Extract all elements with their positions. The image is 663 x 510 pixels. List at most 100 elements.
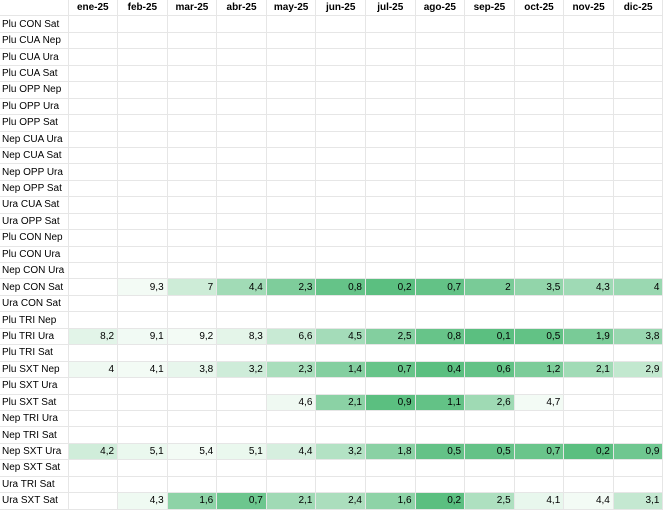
value-cell[interactable]: [167, 229, 218, 247]
value-cell[interactable]: [117, 377, 168, 395]
value-cell[interactable]: [117, 98, 168, 116]
value-cell[interactable]: [266, 32, 317, 50]
value-cell[interactable]: [216, 311, 267, 329]
value-cell[interactable]: [613, 65, 663, 83]
value-cell[interactable]: 3,8: [613, 328, 663, 346]
value-cell[interactable]: 2,3: [266, 361, 317, 379]
value-cell[interactable]: [216, 163, 267, 181]
row-label-cell[interactable]: Plu CUA Ura: [0, 48, 69, 66]
value-cell[interactable]: [315, 213, 366, 231]
value-cell[interactable]: [464, 32, 515, 50]
value-cell[interactable]: 0,2: [563, 443, 614, 461]
value-cell[interactable]: [266, 344, 317, 362]
value-cell[interactable]: [613, 476, 663, 494]
value-cell[interactable]: [415, 48, 466, 66]
value-cell[interactable]: 1,2: [514, 361, 565, 379]
value-cell[interactable]: [464, 410, 515, 428]
value-cell[interactable]: [415, 410, 466, 428]
value-cell[interactable]: [365, 295, 416, 313]
value-cell[interactable]: [167, 459, 218, 477]
value-cell[interactable]: [68, 32, 119, 50]
value-cell[interactable]: [464, 213, 515, 231]
value-cell[interactable]: [464, 147, 515, 165]
row-label-cell[interactable]: Nep OPP Ura: [0, 163, 69, 181]
value-cell[interactable]: [613, 98, 663, 116]
value-cell[interactable]: [464, 81, 515, 99]
value-cell[interactable]: [464, 295, 515, 313]
value-cell[interactable]: [464, 262, 515, 280]
value-cell[interactable]: [117, 81, 168, 99]
value-cell[interactable]: [613, 459, 663, 477]
value-cell[interactable]: [167, 213, 218, 231]
value-cell[interactable]: 0,7: [216, 492, 267, 510]
value-cell[interactable]: [613, 229, 663, 247]
value-cell[interactable]: [464, 196, 515, 214]
value-cell[interactable]: 2,4: [315, 492, 366, 510]
row-label-cell[interactable]: Ura OPP Sat: [0, 213, 69, 231]
value-cell[interactable]: [613, 426, 663, 444]
value-cell[interactable]: [216, 32, 267, 50]
value-cell[interactable]: [415, 147, 466, 165]
value-cell[interactable]: 4: [613, 278, 663, 296]
value-cell[interactable]: 4,1: [117, 361, 168, 379]
value-cell[interactable]: [415, 295, 466, 313]
value-cell[interactable]: [117, 311, 168, 329]
value-cell[interactable]: [315, 311, 366, 329]
value-cell[interactable]: [365, 196, 416, 214]
value-cell[interactable]: [514, 213, 565, 231]
value-cell[interactable]: [563, 180, 614, 198]
value-cell[interactable]: [266, 476, 317, 494]
row-label-cell[interactable]: Plu CON Ura: [0, 246, 69, 264]
value-cell[interactable]: [117, 262, 168, 280]
value-cell[interactable]: [315, 426, 366, 444]
value-cell[interactable]: [613, 311, 663, 329]
value-cell[interactable]: [415, 459, 466, 477]
value-cell[interactable]: [216, 229, 267, 247]
value-cell[interactable]: [563, 476, 614, 494]
value-cell[interactable]: [315, 163, 366, 181]
value-cell[interactable]: [613, 147, 663, 165]
value-cell[interactable]: [68, 213, 119, 231]
value-cell[interactable]: 0,2: [415, 492, 466, 510]
value-cell[interactable]: [216, 344, 267, 362]
value-cell[interactable]: [117, 180, 168, 198]
value-cell[interactable]: [315, 459, 366, 477]
value-cell[interactable]: 7: [167, 278, 218, 296]
corner-cell[interactable]: [0, 0, 69, 17]
value-cell[interactable]: [315, 229, 366, 247]
value-cell[interactable]: [68, 278, 119, 296]
value-cell[interactable]: 1,6: [167, 492, 218, 510]
value-cell[interactable]: 8,3: [216, 328, 267, 346]
value-cell[interactable]: [68, 344, 119, 362]
value-cell[interactable]: [68, 180, 119, 198]
value-cell[interactable]: [266, 196, 317, 214]
value-cell[interactable]: [563, 196, 614, 214]
value-cell[interactable]: [563, 377, 614, 395]
value-cell[interactable]: [167, 180, 218, 198]
value-cell[interactable]: [514, 48, 565, 66]
value-cell[interactable]: [167, 48, 218, 66]
value-cell[interactable]: [365, 32, 416, 50]
row-label-cell[interactable]: Plu OPP Nep: [0, 81, 69, 99]
value-cell[interactable]: 9,1: [117, 328, 168, 346]
value-cell[interactable]: [266, 229, 317, 247]
value-cell[interactable]: [216, 246, 267, 264]
row-label-cell[interactable]: Plu TRI Ura: [0, 328, 69, 346]
value-cell[interactable]: 2,6: [464, 394, 515, 411]
value-cell[interactable]: 0,7: [365, 361, 416, 379]
value-cell[interactable]: [563, 48, 614, 66]
value-cell[interactable]: [167, 147, 218, 165]
value-cell[interactable]: [365, 114, 416, 132]
value-cell[interactable]: [464, 180, 515, 198]
value-cell[interactable]: [167, 476, 218, 494]
value-cell[interactable]: [563, 15, 614, 33]
value-cell[interactable]: [613, 344, 663, 362]
value-cell[interactable]: [365, 81, 416, 99]
value-cell[interactable]: [563, 65, 614, 83]
value-cell[interactable]: [167, 246, 218, 264]
month-header[interactable]: sep-25: [464, 0, 515, 17]
value-cell[interactable]: 8,2: [68, 328, 119, 346]
value-cell[interactable]: [514, 295, 565, 313]
value-cell[interactable]: 9,3: [117, 278, 168, 296]
value-cell[interactable]: [613, 262, 663, 280]
